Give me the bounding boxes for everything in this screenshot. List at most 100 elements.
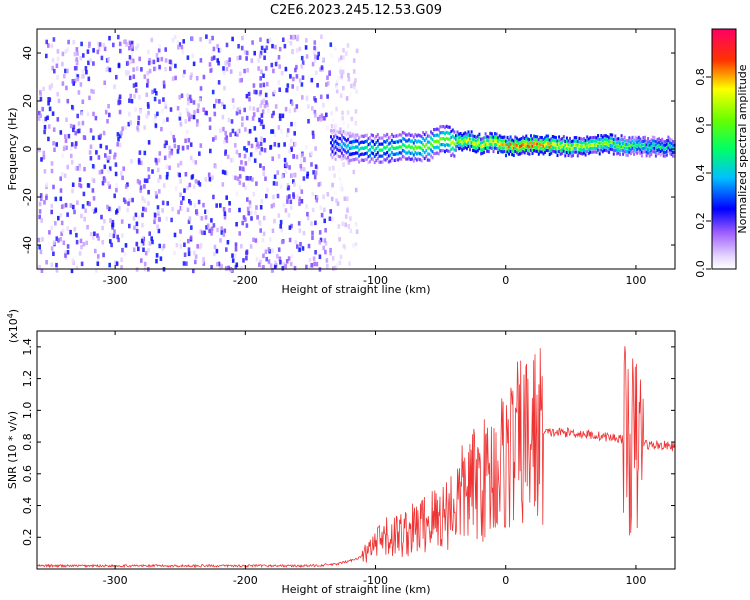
noise-cell [262, 171, 266, 176]
noise-cell [278, 256, 282, 261]
signal-cell [412, 141, 415, 145]
noise-cell [148, 58, 151, 63]
noise-cell [101, 225, 104, 231]
signal-cell [522, 150, 525, 154]
signal-cell [355, 145, 357, 149]
noise-cell [134, 88, 138, 93]
noise-cell [271, 156, 274, 161]
noise-cell [64, 255, 68, 261]
signal-cell [650, 152, 653, 157]
signal-cell [601, 139, 604, 143]
noise-cell [117, 63, 121, 69]
noise-cell [295, 64, 298, 70]
spectrogram-y-tick-label: 40 [21, 46, 34, 60]
noise-cell [99, 133, 102, 139]
signal-cell [530, 148, 532, 152]
signal-cell [567, 146, 570, 150]
noise-cell [107, 104, 110, 109]
noise-cell [170, 217, 173, 223]
signal-cell [331, 150, 334, 154]
noise-cell [66, 250, 70, 255]
noise-cell [117, 137, 120, 142]
noise-cell [64, 253, 67, 258]
noise-cell [224, 137, 227, 142]
signal-cell [336, 129, 339, 133]
signal-cell [611, 137, 614, 141]
signal-cell [420, 159, 423, 163]
signal-cell [640, 143, 643, 147]
noise-cell [65, 145, 68, 150]
noise-cell [296, 86, 299, 91]
noise-cell [278, 116, 282, 121]
signal-cell [606, 145, 609, 149]
noise-cell [223, 104, 226, 110]
noise-cell [242, 258, 245, 263]
signal-cell [408, 156, 411, 160]
signal-cell [626, 139, 629, 143]
signal-cell [344, 155, 346, 159]
signal-cell [412, 147, 415, 151]
noise-cell [261, 237, 265, 243]
noise-cell [174, 75, 177, 81]
noise-cell [347, 224, 350, 229]
snr-series-line [36, 346, 676, 569]
noise-cell [108, 149, 112, 154]
signal-cell [389, 135, 392, 139]
signal-cell [512, 143, 515, 147]
noise-cell [59, 213, 63, 218]
noise-cell [350, 83, 353, 89]
noise-cell [333, 173, 336, 178]
noise-cell [199, 215, 202, 221]
noise-cell [78, 177, 82, 182]
signal-cell [559, 145, 562, 149]
noise-cell [38, 201, 42, 207]
signal-cell [384, 134, 387, 138]
signal-cell [617, 151, 620, 155]
noise-cell [113, 193, 116, 199]
noise-cell [319, 205, 322, 210]
snr-y-tick-label: 1.2 [21, 370, 34, 388]
signal-cell [455, 148, 457, 152]
signal-cell [362, 134, 365, 138]
signal-cell [415, 158, 418, 162]
signal-cell [390, 144, 393, 149]
signal-cell [339, 155, 342, 159]
signal-cell [517, 149, 520, 153]
signal-cell [359, 152, 362, 157]
noise-cell [245, 223, 249, 228]
spectrogram-cells [37, 34, 676, 274]
signal-cell [369, 148, 371, 152]
signal-cell [540, 150, 543, 154]
signal-cell [578, 140, 581, 144]
signal-cell [334, 157, 337, 161]
signal-cell [442, 149, 445, 153]
signal-cell [417, 151, 420, 155]
signal-cell [587, 151, 590, 156]
noise-cell [134, 212, 138, 218]
signal-cell [581, 137, 584, 141]
signal-cell [480, 137, 482, 141]
noise-cell [138, 94, 141, 100]
signal-cell [650, 142, 653, 146]
signal-cell [670, 138, 673, 142]
signal-cell [437, 140, 440, 144]
signal-cell [367, 137, 370, 141]
noise-cell [340, 93, 343, 98]
noise-cell [316, 55, 320, 60]
signal-cell [431, 156, 434, 160]
signal-cell [384, 158, 387, 162]
noise-cell [245, 255, 248, 261]
noise-cell [265, 100, 268, 105]
noise-cell [75, 65, 78, 71]
noise-cell [52, 127, 56, 132]
noise-cell [75, 57, 79, 62]
noise-cell [221, 182, 225, 187]
noise-cell [222, 70, 226, 76]
noise-cell [97, 236, 100, 241]
noise-cell [248, 97, 251, 102]
noise-cell [202, 202, 205, 208]
noise-cell [253, 89, 256, 95]
noise-cell [128, 198, 131, 203]
